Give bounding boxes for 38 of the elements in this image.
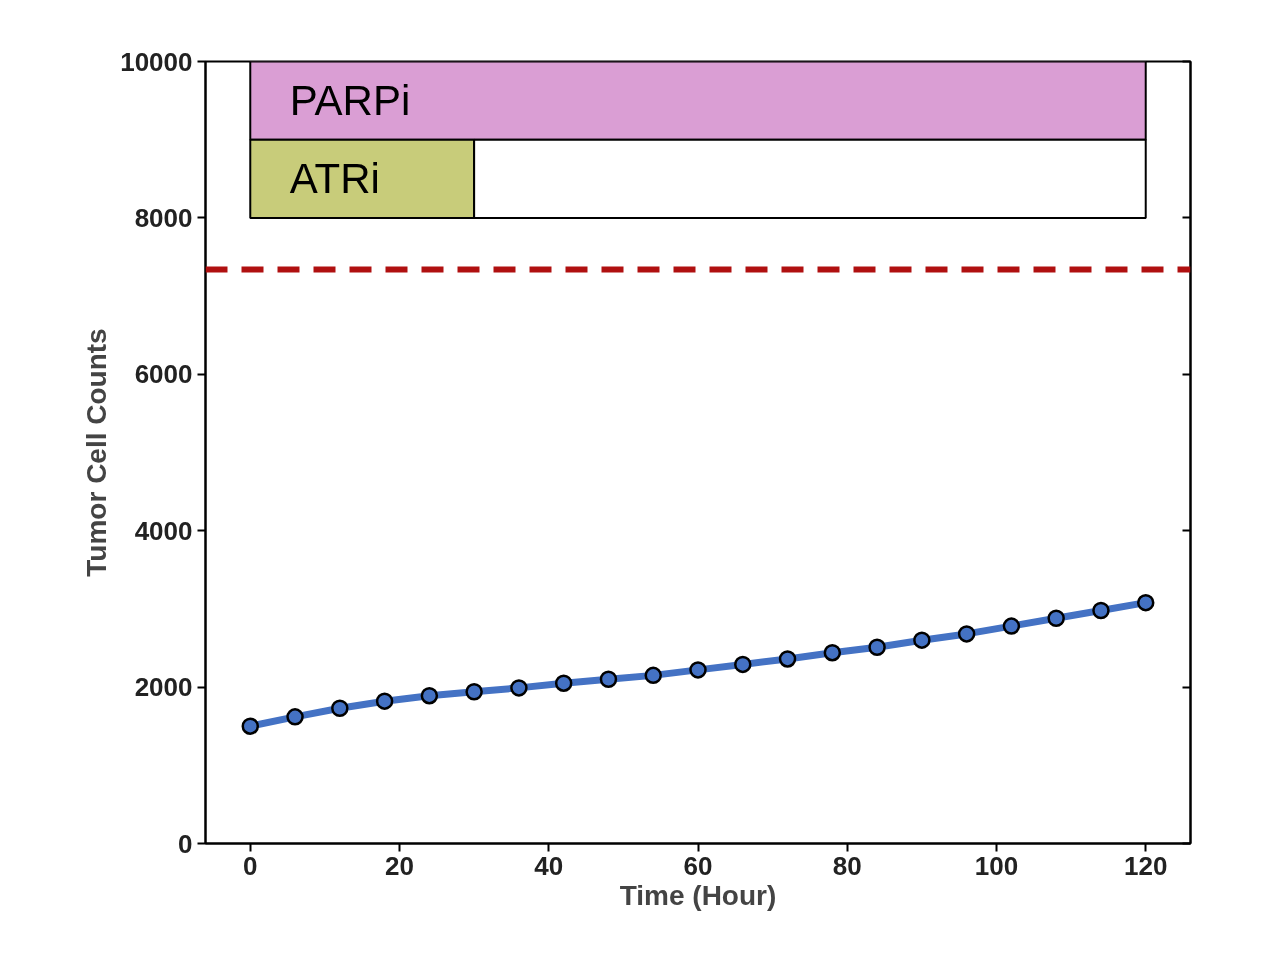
y-tick-label: 10000 <box>120 46 193 77</box>
point <box>1047 609 1065 628</box>
x-tick-label: 20 <box>385 850 414 881</box>
point <box>957 625 976 643</box>
x-tick-label: 100 <box>974 850 1019 881</box>
point <box>241 717 260 735</box>
point <box>375 692 394 710</box>
point <box>689 661 707 679</box>
point <box>868 638 886 656</box>
point <box>510 679 528 697</box>
point <box>823 643 842 662</box>
point <box>1002 617 1021 635</box>
point <box>778 650 797 668</box>
x-tick-label: 0 <box>243 850 258 881</box>
point <box>599 670 618 689</box>
x-tick-label: 60 <box>683 850 713 881</box>
band-label: ATRi <box>289 155 380 203</box>
point <box>286 708 304 726</box>
x-tick-label: 40 <box>534 850 564 881</box>
point <box>1092 601 1110 620</box>
x-tick-label: 120 <box>1124 850 1168 881</box>
point <box>913 631 931 649</box>
y-tick-label: 8000 <box>134 202 193 233</box>
point <box>1136 593 1155 612</box>
point <box>331 699 349 717</box>
y-tick-label: 6000 <box>134 359 193 390</box>
point <box>420 686 439 705</box>
x-tick-label: 80 <box>832 850 862 881</box>
band-label: PARPi <box>289 77 411 125</box>
y-tick-label: 2000 <box>134 672 193 703</box>
point <box>465 683 483 701</box>
point <box>734 655 752 674</box>
x-axis-title: Time (Hour) <box>619 879 777 911</box>
y-tick-label: 0 <box>178 828 193 859</box>
y-axis-title: Tumor Cell Counts <box>81 328 113 577</box>
point <box>644 666 662 685</box>
y-tick-label: 4000 <box>134 515 193 546</box>
point <box>554 674 573 692</box>
